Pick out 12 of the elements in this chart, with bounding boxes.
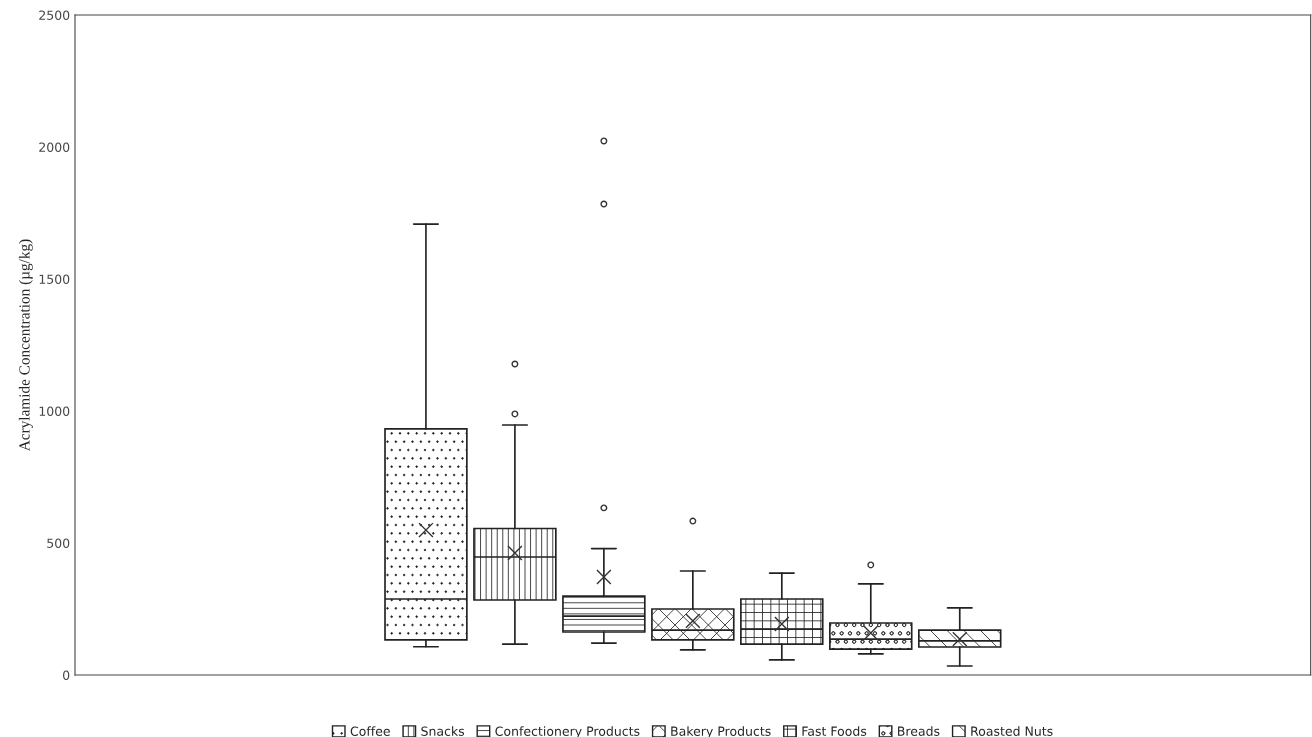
y-axis-title: Acrylamide Concentration (µg/kg) [18, 239, 33, 452]
y-tick-label: 2500 [39, 10, 70, 20]
y-tick-label: 500 [47, 538, 70, 548]
legend-label: Snacks [421, 726, 465, 736]
legend-label: Coffee [350, 726, 390, 736]
legend-label: Fast Foods [802, 726, 867, 736]
y-tick-label: 2000 [39, 142, 70, 152]
legend-label: Roasted Nuts [971, 726, 1053, 736]
y-tick-label: 1500 [39, 274, 70, 284]
legend-label: Breads [898, 726, 940, 736]
y-tick-label: 0 [63, 670, 70, 680]
y-tick-label: 1000 [39, 406, 70, 416]
